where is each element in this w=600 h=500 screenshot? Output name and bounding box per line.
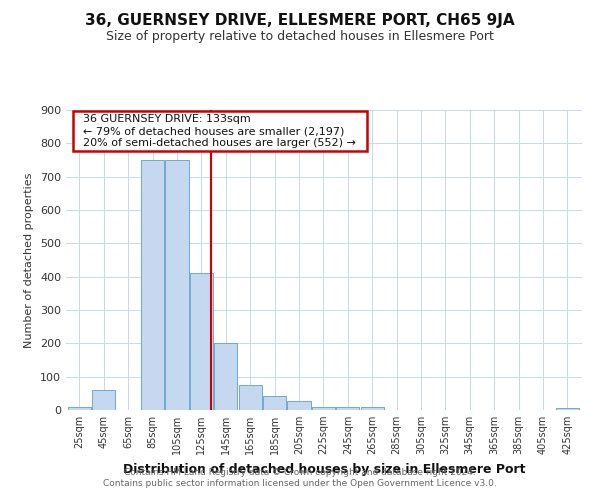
Text: Contains HM Land Registry data © Crown copyright and database right 2024.
Contai: Contains HM Land Registry data © Crown c… xyxy=(103,468,497,487)
Bar xyxy=(287,400,311,410)
Bar xyxy=(141,160,164,410)
Bar xyxy=(92,390,115,410)
Text: 36 GUERNSEY DRIVE: 133sqm  
  ← 79% of detached houses are smaller (2,197)  
  2: 36 GUERNSEY DRIVE: 133sqm ← 79% of detac… xyxy=(76,114,363,148)
Bar xyxy=(239,385,262,410)
Y-axis label: Number of detached properties: Number of detached properties xyxy=(25,172,34,348)
Bar xyxy=(166,160,188,410)
Bar xyxy=(263,396,286,410)
Bar xyxy=(336,406,359,410)
Text: 36, GUERNSEY DRIVE, ELLESMERE PORT, CH65 9JA: 36, GUERNSEY DRIVE, ELLESMERE PORT, CH65… xyxy=(85,12,515,28)
Bar xyxy=(214,344,238,410)
Bar xyxy=(190,274,213,410)
Bar xyxy=(556,408,579,410)
Bar xyxy=(312,406,335,410)
Bar xyxy=(361,406,384,410)
X-axis label: Distribution of detached houses by size in Ellesmere Port: Distribution of detached houses by size … xyxy=(123,462,525,475)
Text: Size of property relative to detached houses in Ellesmere Port: Size of property relative to detached ho… xyxy=(106,30,494,43)
Bar xyxy=(68,406,91,410)
